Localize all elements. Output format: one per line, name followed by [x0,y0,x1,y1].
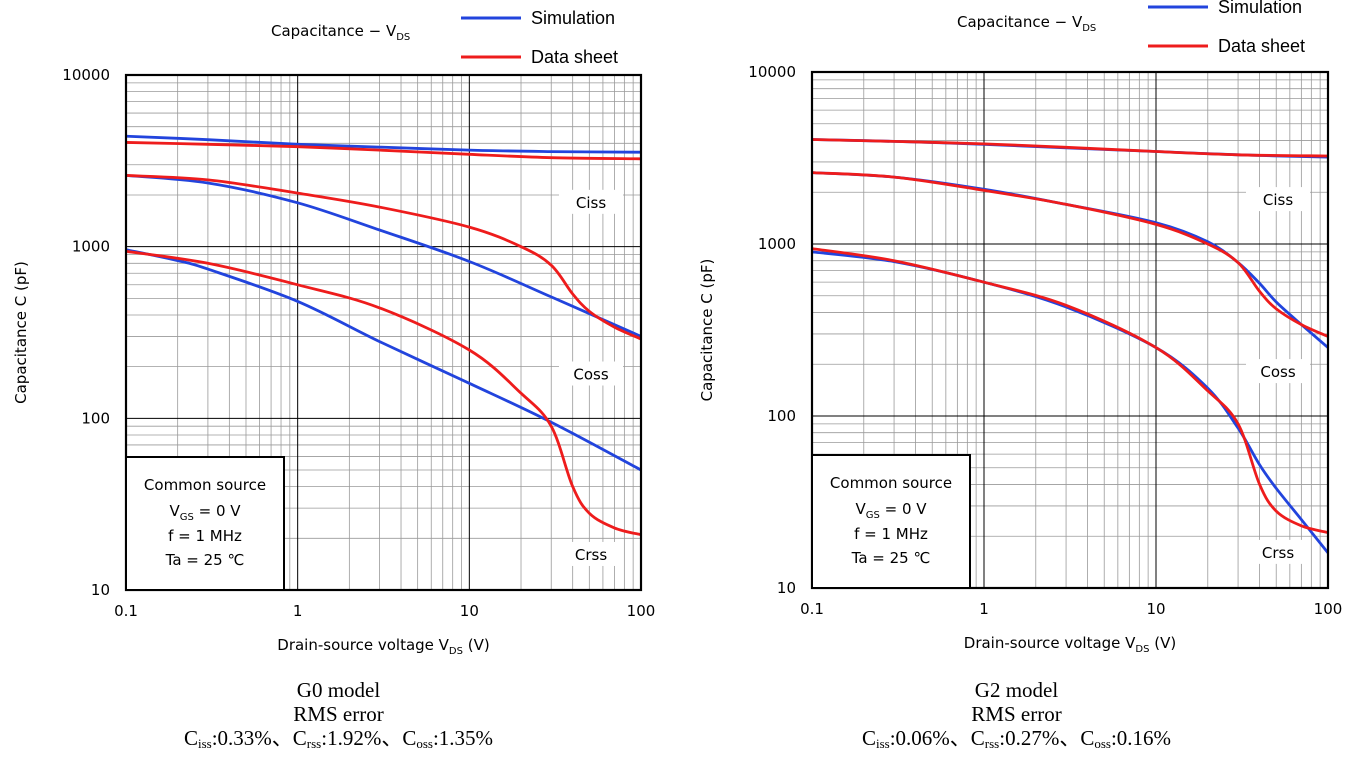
chart-title: Capacitance − VDS [957,13,1096,34]
x-axis-label: Drain-source voltage VDS (V) [964,634,1176,655]
condition-frequency: f = 1 MHz [854,525,928,543]
caption-model: G0 model [296,678,381,702]
grid [126,75,641,590]
y-tick-label: 1000 [72,238,110,256]
series-coss-datasheet [125,174,642,341]
condition-frequency: f = 1 MHz [168,527,242,545]
x-tick-label: 0.1 [114,602,138,620]
y-tick-label: 100 [81,409,110,427]
condition-common-source: Common source [144,476,266,494]
caption-term-crss: Crss:0.27% [970,726,1060,751]
series-crss-datasheet [125,249,642,537]
tick-labels: 0.1 1 10 100 10 100 1000 10000 [62,66,655,620]
curve-label-crss: Crss [575,546,607,564]
curve-label-bg-crss [1246,539,1310,564]
conditions-frame [125,456,285,591]
caption-term-coss: Coss:0.16% [1080,726,1172,751]
series-ciss-datasheet [125,141,642,161]
caption-term-ciss: Ciss:0.33% [183,726,272,751]
caption-g0: G0 model RMS error Ciss:0.33%、Crss:1.92%… [0,678,677,750]
x-tick-label: 1 [293,602,303,620]
curve-labels: Ciss Coss Crss [1246,187,1310,564]
x-axis-label: Drain-source voltage VDS (V) [277,636,489,657]
caption-term-coss: Coss:1.35% [402,726,494,751]
caption-separator: 、 [949,726,971,750]
conditions-frame [811,454,971,589]
curve-label-coss: Coss [573,366,608,384]
chart-panel-g0: Ciss Coss Crss Common source VGS = 0 V f = 1 … [0,0,677,774]
curve-label-bg-ciss [1246,187,1310,212]
curve-label-bg-ciss [559,189,623,214]
series-crss-datasheet [811,247,1329,534]
y-tick-label: 10 [777,579,796,597]
conditions-box: Common source VGS = 0 V f = 1 MHz Ta = 25 ℃ [811,454,971,589]
caption-model: G2 model [974,678,1059,702]
y-axis-label: Capacitance C (pF) [698,259,716,402]
caption-separator: 、 [381,726,403,750]
y-tick-label: 10000 [62,66,110,84]
x-tick-label: 10 [1146,600,1165,618]
x-tick-label: 1 [979,600,989,618]
curve-label-bg-coss [559,361,623,386]
legend-label-datasheet: Data sheet [1218,36,1305,56]
condition-common-source: Common source [830,474,952,492]
series-coss-simulation [125,174,642,338]
y-tick-label: 10 [91,581,110,599]
curve-label-coss: Coss [1260,363,1295,381]
x-tick-label: 0.1 [800,600,824,618]
y-tick-label: 100 [767,407,796,425]
curve-labels: Ciss Coss Crss [559,189,623,566]
caption-term-ciss: Ciss:0.06% [861,726,950,751]
series-coss-datasheet [811,171,1329,338]
tick-labels: 0.1 1 10 100 10 100 1000 10000 [748,63,1342,618]
y-axis-label: Capacitance C (pF) [12,261,30,404]
condition-temperature: Ta = 25 ℃ [165,551,245,569]
caption-term-crss: Crss:1.92% [292,726,382,751]
caption-separator: 、 [271,726,293,750]
legend: Simulation Data sheet [461,8,618,67]
x-tick-label: 100 [1314,600,1343,618]
chart-g2: Ciss Coss Crss Common source VGS = 0 V f = 1 … [698,0,1342,655]
legend-label-simulation: Simulation [531,8,615,28]
condition-temperature: Ta = 25 ℃ [851,549,931,567]
condition-vgs: VGS = 0 V [169,502,241,523]
y-tick-label: 1000 [758,235,796,253]
conditions-box: Common source VGS = 0 V f = 1 MHz Ta = 25 ℃ [125,456,285,591]
caption-separator: 、 [1059,726,1081,750]
y-tick-label: 10000 [748,63,796,81]
curve-label-crss: Crss [1262,544,1294,562]
caption-g2: G2 model RMS error Ciss:0.06%、Crss:0.27%… [678,678,1355,750]
x-tick-label: 10 [460,602,479,620]
curve-label-ciss: Ciss [576,194,606,212]
legend-label-datasheet: Data sheet [531,47,618,67]
condition-vgs: VGS = 0 V [855,500,927,521]
plot-frame [124,73,643,592]
caption-metric: RMS error [293,702,384,726]
caption-metric: RMS error [971,702,1062,726]
plot-frame [810,70,1330,590]
series-group [811,138,1330,554]
series-crss-simulation [125,248,642,472]
curve-label-bg-crss [559,541,623,566]
curve-label-bg-coss [1246,359,1310,384]
series-group [125,134,642,537]
caption-values: Ciss:0.06%、Crss:0.27%、Coss:0.16% [678,726,1355,750]
series-ciss-datasheet [811,138,1329,158]
chart-panel-g2: Ciss Coss Crss Common source VGS = 0 V f = 1 … [678,0,1355,774]
chart-title: Capacitance − VDS [271,22,410,43]
x-tick-label: 100 [627,602,656,620]
legend-label-simulation: Simulation [1218,0,1302,17]
caption-values: Ciss:0.33%、Crss:1.92%、Coss:1.35% [0,726,677,750]
chart-g0: Ciss Coss Crss Common source VGS = 0 V f = 1 … [12,8,655,657]
series-ciss-simulation [125,134,642,154]
curve-label-ciss: Ciss [1263,191,1293,209]
legend: Simulation Data sheet [1148,0,1305,56]
